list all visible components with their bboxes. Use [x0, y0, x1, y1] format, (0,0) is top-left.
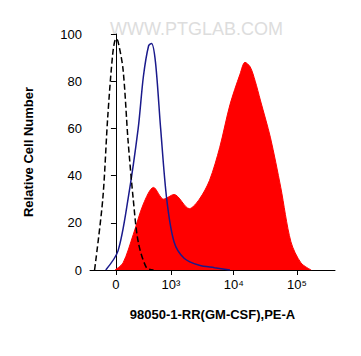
svg-text:0: 0: [112, 277, 119, 292]
svg-text:10³: 10³: [162, 277, 181, 292]
svg-text:40: 40: [68, 168, 82, 183]
svg-text:20: 20: [68, 215, 82, 230]
svg-text:WWW.PTGLAB.COM: WWW.PTGLAB.COM: [110, 19, 283, 39]
svg-text:100: 100: [60, 27, 82, 42]
svg-text:80: 80: [68, 74, 82, 89]
svg-text:60: 60: [68, 121, 82, 136]
svg-text:98050-1-RR(GM-CSF),PE-A: 98050-1-RR(GM-CSF),PE-A: [130, 307, 296, 322]
svg-text:10⁴: 10⁴: [224, 277, 244, 292]
svg-text:Relative Cell Number: Relative Cell Number: [21, 87, 36, 217]
svg-text:0: 0: [75, 263, 82, 278]
svg-text:10⁵: 10⁵: [287, 277, 307, 292]
